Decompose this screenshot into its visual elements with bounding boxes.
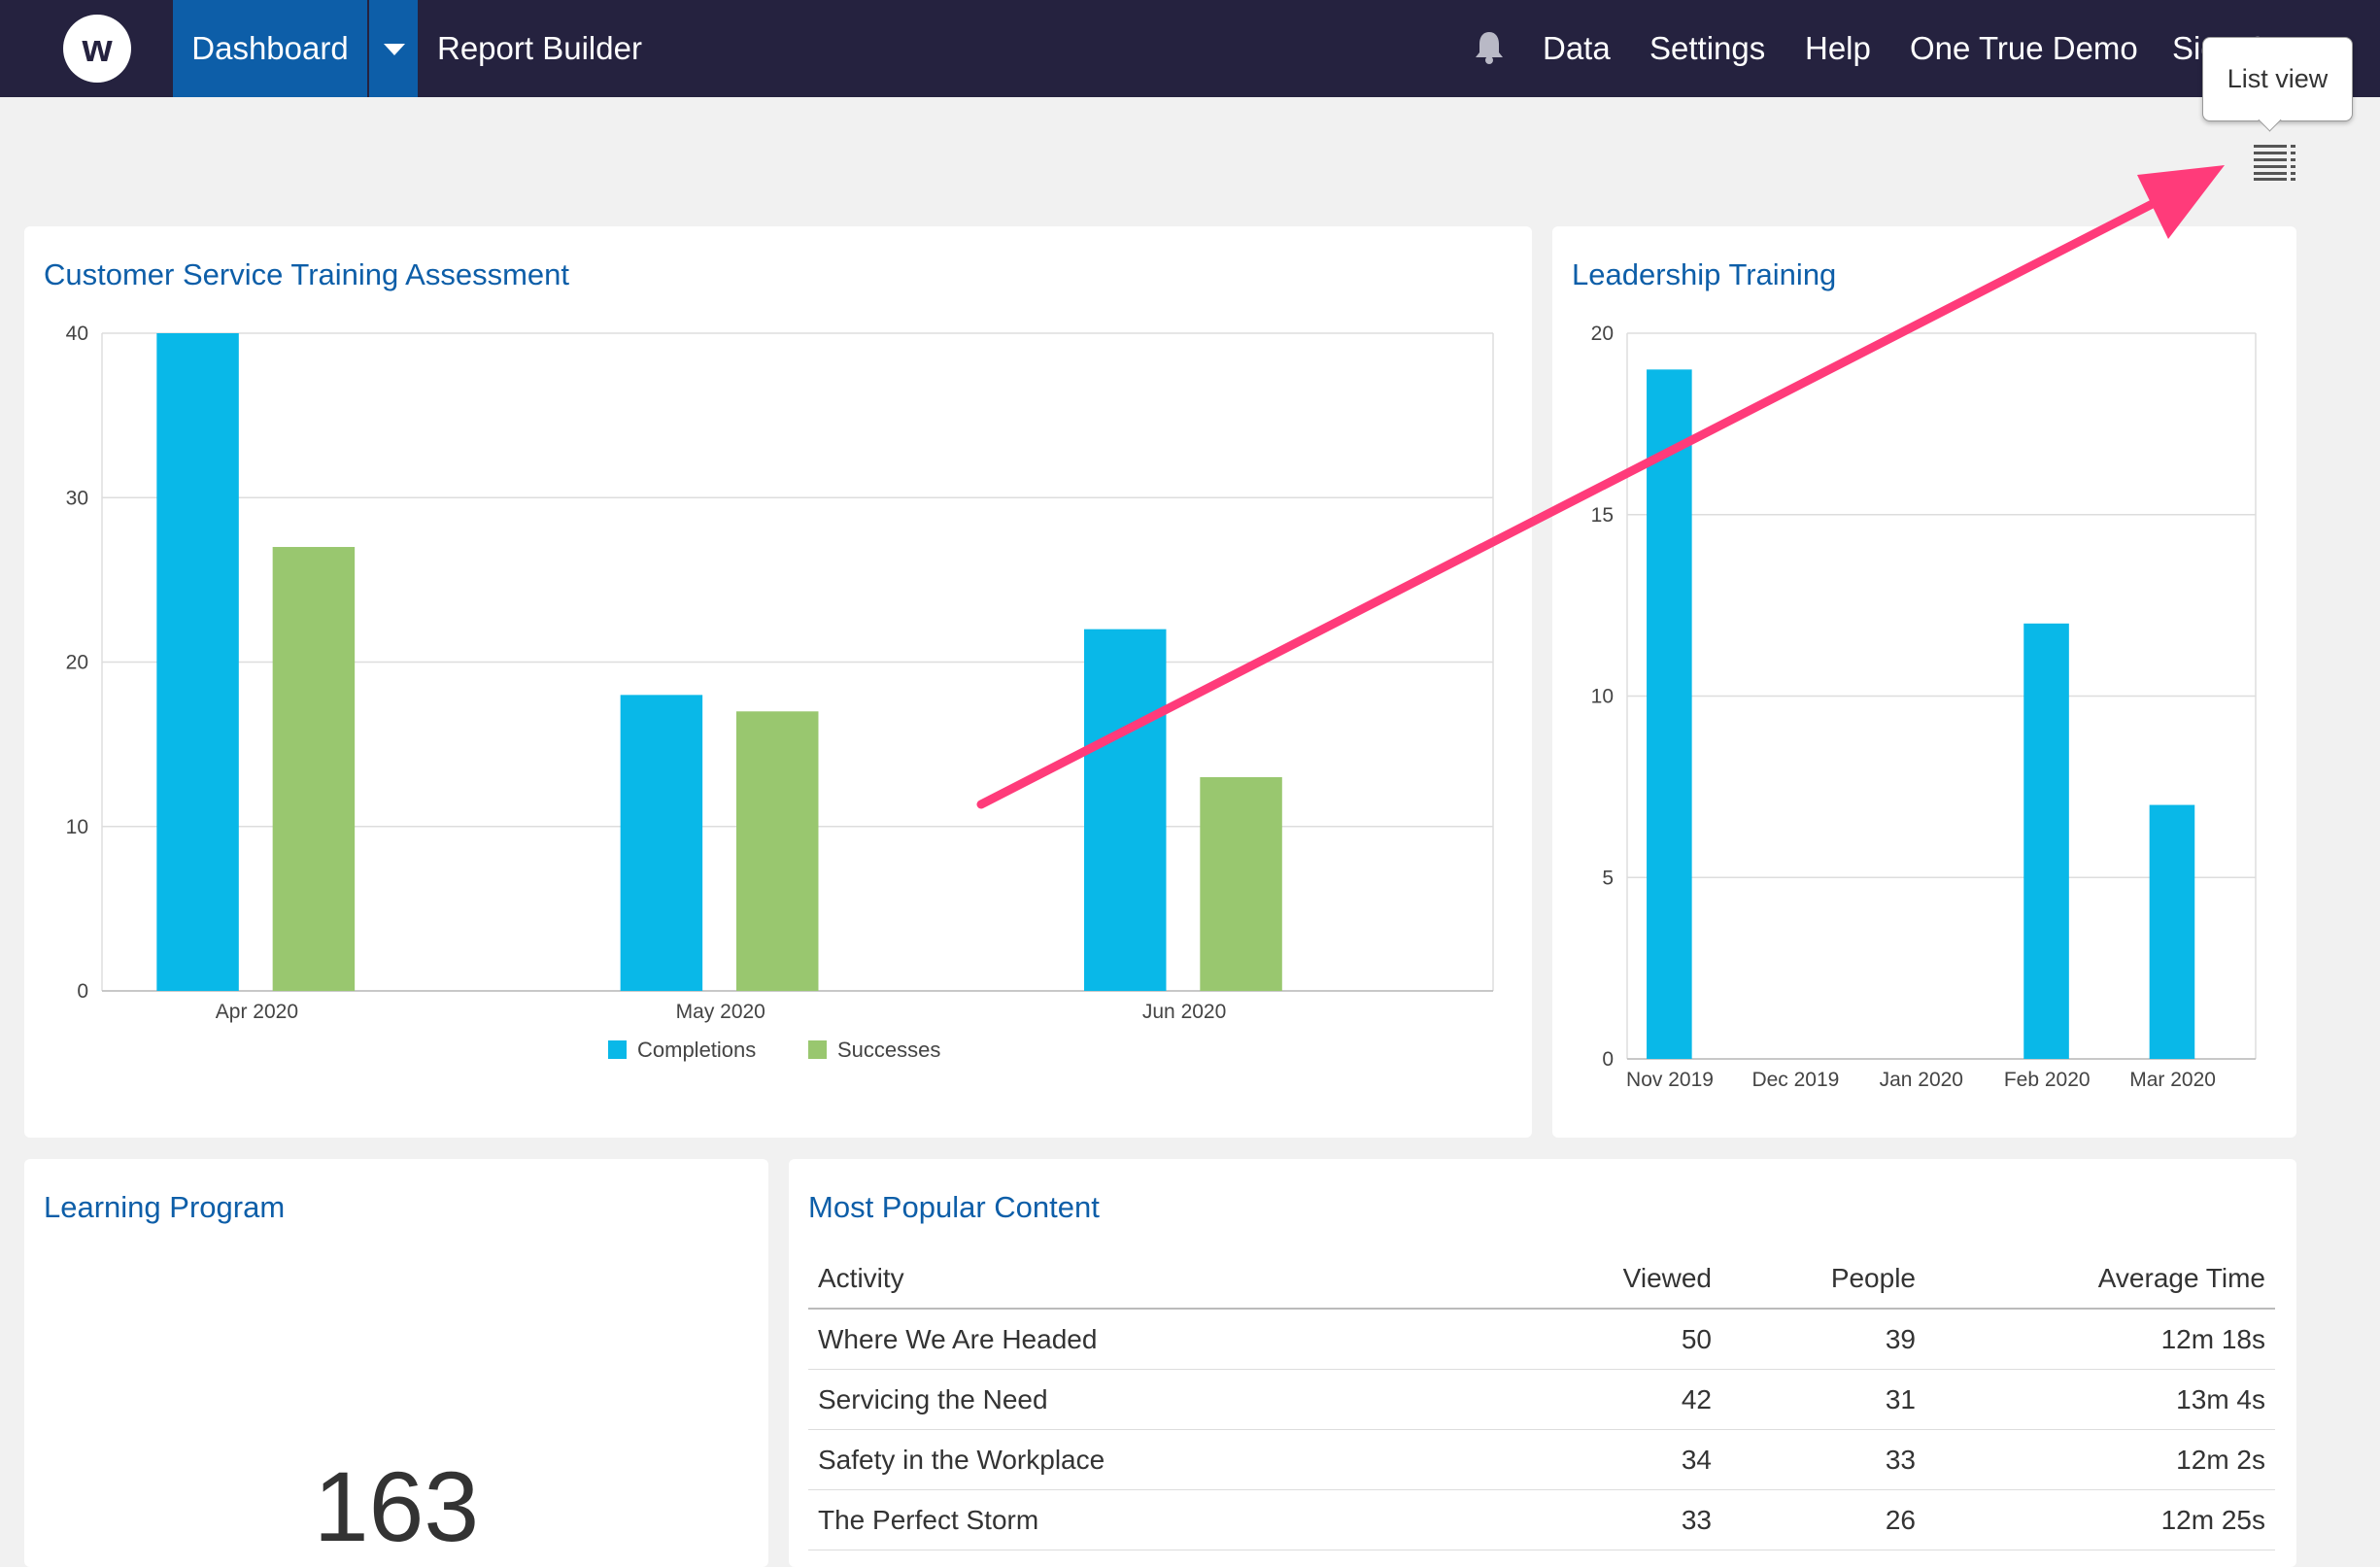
x-tick-label: Feb 2020 bbox=[2004, 1069, 2091, 1091]
most-popular-card: Most Popular Content Activity Viewed Peo… bbox=[789, 1159, 2296, 1567]
cell-average-time: 12m 25s bbox=[1925, 1489, 2275, 1550]
legend-swatch bbox=[808, 1040, 827, 1059]
y-tick-label: 40 bbox=[66, 323, 88, 345]
card-title-learning-program: Learning Program bbox=[44, 1190, 286, 1224]
most-popular-table: Activity Viewed People Average Time Wher… bbox=[808, 1249, 2275, 1550]
nav-link-settings[interactable]: Settings bbox=[1649, 30, 1766, 66]
nav-link-data[interactable]: Data bbox=[1543, 30, 1611, 66]
cell-viewed: 34 bbox=[1576, 1429, 1721, 1490]
x-tick-label: Dec 2019 bbox=[1751, 1069, 1839, 1091]
column-header-activity[interactable]: Activity bbox=[808, 1249, 1576, 1310]
customer-service-chart: 0 10 20 30 40 Apr 2020 May 2020 Jun 2020 Complet… bbox=[66, 323, 1494, 1062]
bar-successes bbox=[735, 711, 819, 991]
y-tick-label: 0 bbox=[77, 980, 88, 1003]
cell-people: 31 bbox=[1721, 1369, 1925, 1430]
cell-activity: Where We Are Headed bbox=[808, 1309, 1576, 1370]
y-tick-label: 0 bbox=[1602, 1048, 1614, 1071]
learning-program-card: Learning Program 163 bbox=[24, 1159, 768, 1567]
dashboard-dropdown-caret-icon[interactable] bbox=[369, 0, 418, 97]
card-title-customer-service: Customer Service Training Assessment bbox=[44, 257, 569, 291]
table-header-row: Activity Viewed People Average Time bbox=[808, 1249, 2275, 1310]
cell-viewed: 42 bbox=[1576, 1369, 1721, 1430]
bar-successes bbox=[1200, 776, 1282, 991]
app-logo[interactable]: w bbox=[63, 15, 131, 83]
cell-average-time: 12m 18s bbox=[1925, 1309, 2275, 1370]
cell-average-time: 12m 2s bbox=[1925, 1429, 2275, 1490]
y-tick-label: 5 bbox=[1602, 867, 1614, 889]
table-row[interactable]: The Perfect Storm 33 26 12m 25s bbox=[808, 1489, 2275, 1550]
column-header-average-time[interactable]: Average Time bbox=[1925, 1249, 2275, 1310]
bar-value bbox=[1647, 369, 1692, 1060]
card-title-most-popular: Most Popular Content bbox=[808, 1190, 1100, 1224]
nav-link-account[interactable]: One True Demo bbox=[1910, 30, 2138, 66]
cell-viewed: 50 bbox=[1576, 1309, 1721, 1370]
leadership-chart: 0 5 10 15 20 Nov 2019 Dec 2019 Jan 2020 Feb 2020… bbox=[1591, 323, 2257, 1091]
customer-service-card: Customer Service Training Assessment 0 10… bbox=[24, 226, 1532, 1138]
cell-people: 26 bbox=[1721, 1489, 1925, 1550]
list-view-tooltip: List view bbox=[2202, 37, 2353, 121]
table-row[interactable]: Servicing the Need 42 31 13m 4s bbox=[808, 1369, 2275, 1430]
learning-program-value: 163 bbox=[313, 1451, 480, 1562]
bar-completions bbox=[620, 695, 703, 991]
cell-activity: Servicing the Need bbox=[808, 1369, 1576, 1430]
notifications-bell-icon[interactable] bbox=[1473, 30, 1506, 65]
bar-value bbox=[2149, 804, 2195, 1059]
cell-viewed: 33 bbox=[1576, 1489, 1721, 1550]
list-view-icon[interactable] bbox=[2254, 144, 2296, 181]
nav-link-help[interactable]: Help bbox=[1805, 30, 1871, 66]
column-header-viewed[interactable]: Viewed bbox=[1576, 1249, 1721, 1310]
bar-successes bbox=[272, 547, 356, 991]
cell-people: 33 bbox=[1721, 1429, 1925, 1490]
x-tick-label: Nov 2019 bbox=[1626, 1069, 1714, 1091]
x-tick-label: May 2020 bbox=[676, 1001, 765, 1023]
cell-average-time: 13m 4s bbox=[1925, 1369, 2275, 1430]
legend-swatch bbox=[608, 1040, 627, 1059]
table-row[interactable]: Safety in the Workplace 34 33 12m 2s bbox=[808, 1429, 2275, 1490]
table-row[interactable]: Where We Are Headed 50 39 12m 18s bbox=[808, 1309, 2275, 1370]
top-nav-bar: w Dashboard Report Builder Data Settings… bbox=[0, 0, 2380, 97]
y-tick-label: 15 bbox=[1591, 504, 1614, 527]
y-tick-label: 20 bbox=[1591, 323, 1614, 345]
x-tick-label: Apr 2020 bbox=[216, 1001, 298, 1023]
x-tick-label: Jan 2020 bbox=[1880, 1069, 1963, 1091]
leadership-card: Leadership Training 0 5 10 15 20 Nov 2019 Dec … bbox=[1552, 226, 2296, 1138]
y-tick-label: 10 bbox=[66, 816, 88, 838]
cell-activity: The Perfect Storm bbox=[808, 1489, 1576, 1550]
bar-completions bbox=[1083, 629, 1167, 991]
y-tick-label: 30 bbox=[66, 487, 88, 509]
y-tick-label: 10 bbox=[1591, 686, 1614, 708]
cell-activity: Safety in the Workplace bbox=[808, 1429, 1576, 1490]
y-tick-label: 20 bbox=[66, 652, 88, 674]
x-tick-label: Mar 2020 bbox=[2129, 1069, 2216, 1091]
report-builder-link[interactable]: Report Builder bbox=[437, 30, 642, 66]
legend-label: Completions bbox=[637, 1038, 756, 1062]
bar-completions bbox=[156, 333, 239, 991]
cell-people: 39 bbox=[1721, 1309, 1925, 1370]
legend-label: Successes bbox=[837, 1038, 940, 1062]
column-header-people[interactable]: People bbox=[1721, 1249, 1925, 1310]
dashboard-button[interactable]: Dashboard bbox=[173, 0, 367, 97]
x-tick-label: Jun 2020 bbox=[1142, 1001, 1226, 1023]
bar-value bbox=[2023, 623, 2069, 1059]
